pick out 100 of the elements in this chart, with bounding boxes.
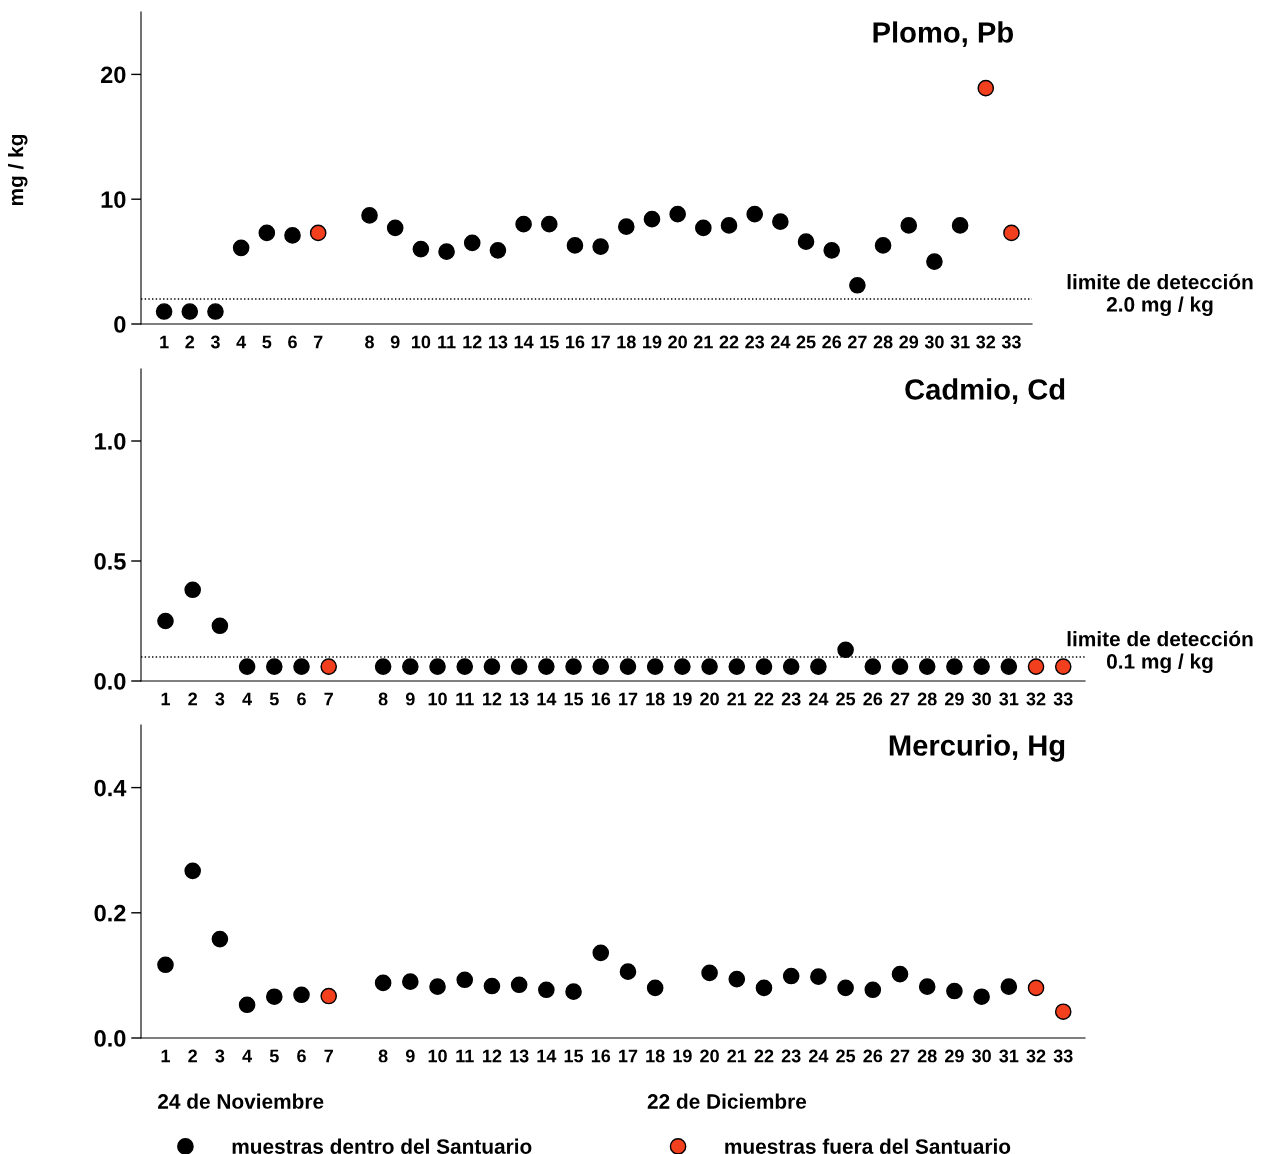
x-tick-label: 24 xyxy=(770,335,791,349)
point xyxy=(266,658,283,675)
point xyxy=(238,658,256,675)
x-tick-label: 30 xyxy=(972,1049,991,1063)
point xyxy=(746,205,763,223)
point xyxy=(946,982,963,1000)
point xyxy=(489,242,507,259)
x-tick-label: 4 xyxy=(236,335,247,349)
x-tick-label: 15 xyxy=(564,692,584,706)
x-tick-label: 17 xyxy=(619,1049,638,1063)
x-tick-label: 32 xyxy=(1026,1049,1046,1063)
point xyxy=(538,981,555,999)
x-tick-label: 27 xyxy=(847,335,867,349)
x-tick-label: 1 xyxy=(161,692,170,706)
y-tick-label: 0 xyxy=(114,316,126,333)
point xyxy=(374,658,392,675)
y-tick-label: 1.0 xyxy=(95,433,126,450)
point xyxy=(1054,1003,1072,1021)
point xyxy=(728,658,746,675)
point xyxy=(772,213,789,230)
point xyxy=(211,930,229,948)
point xyxy=(456,658,474,675)
x-tick-label: 29 xyxy=(945,1049,964,1063)
x-tick-label: 12 xyxy=(483,1049,502,1063)
x-tick-label: 26 xyxy=(863,692,883,706)
x-tick-label: 15 xyxy=(540,335,559,349)
point xyxy=(1054,658,1072,675)
point xyxy=(207,303,224,320)
x-tick-label: 24 xyxy=(808,692,829,706)
point xyxy=(184,581,201,599)
point xyxy=(782,658,800,675)
point xyxy=(891,658,909,675)
point xyxy=(309,224,327,242)
x-tick-label: 9 xyxy=(405,1049,415,1063)
x-tick-label: 14 xyxy=(537,1049,557,1063)
point xyxy=(946,658,963,675)
x-tick-label: 11 xyxy=(456,692,474,706)
x-tick-label: 5 xyxy=(269,1049,279,1063)
point xyxy=(157,612,174,630)
x-tick-label: 29 xyxy=(945,692,964,706)
point xyxy=(849,277,866,294)
x-tick-label: 23 xyxy=(781,692,801,706)
point xyxy=(918,978,936,995)
x-tick-label: 33 xyxy=(1001,335,1021,349)
point xyxy=(386,219,404,237)
x-tick-label: 9 xyxy=(390,335,400,349)
x-tick-label: 24 xyxy=(808,1049,829,1063)
x-tick-label: 32 xyxy=(1026,692,1046,706)
x-tick-label: 22 xyxy=(754,1049,774,1063)
x-tick-label: 10 xyxy=(411,335,431,349)
point xyxy=(864,658,882,675)
point xyxy=(810,968,827,985)
x-tick-label: 23 xyxy=(781,1049,801,1063)
point xyxy=(515,215,532,233)
x-tick-label: 30 xyxy=(972,692,991,706)
ref-line-label: limite de detección 0.1 mg / kg xyxy=(1067,630,1253,673)
chart-title: Cadmio, Cd xyxy=(905,378,1065,405)
x-tick-label: 18 xyxy=(646,692,665,706)
x-tick-label: 13 xyxy=(489,335,508,349)
y-tick-label: 0.5 xyxy=(94,553,126,570)
x-tick-label: 13 xyxy=(510,692,529,706)
point xyxy=(823,242,841,259)
x-tick-label: 29 xyxy=(899,335,919,349)
y-tick-label: 0.0 xyxy=(94,1030,126,1047)
x-tick-label: 4 xyxy=(242,1049,253,1063)
point xyxy=(755,658,773,675)
x-tick-label: 33 xyxy=(1053,1049,1073,1063)
point xyxy=(695,219,712,237)
x-tick-label: 3 xyxy=(215,692,225,706)
point xyxy=(701,964,718,982)
x-tick-label: 13 xyxy=(510,1049,529,1063)
point xyxy=(891,965,909,983)
point xyxy=(619,658,637,675)
x-tick-label: 31 xyxy=(950,335,970,349)
x-tick-label: 25 xyxy=(836,692,856,706)
x-tick-label: 6 xyxy=(297,692,306,706)
legend-label: muestras dentro del Santuario xyxy=(232,1138,532,1154)
point xyxy=(900,217,918,234)
point xyxy=(864,981,882,999)
x-tick-label: 7 xyxy=(313,335,323,349)
point xyxy=(565,983,582,1000)
y-tick-label: 0.0 xyxy=(94,673,126,690)
x-tick-label: 32 xyxy=(976,335,996,349)
point xyxy=(674,658,691,675)
point xyxy=(293,658,310,675)
point xyxy=(429,978,446,995)
point xyxy=(538,658,555,675)
point xyxy=(483,977,501,995)
x-tick-label: 10 xyxy=(428,692,447,706)
point xyxy=(320,658,338,675)
x-tick-label: 28 xyxy=(917,1049,937,1063)
chart-title: Plomo, Pb xyxy=(873,21,1013,48)
x-tick-label: 5 xyxy=(262,335,272,349)
point xyxy=(155,303,173,320)
point xyxy=(412,240,430,258)
x-tick-label: 8 xyxy=(378,1049,388,1063)
text: 22 de Diciembre xyxy=(647,1093,807,1109)
x-tick-label: 16 xyxy=(591,1049,611,1063)
text: 24 de Noviembre xyxy=(158,1093,324,1109)
x-tick-label: 16 xyxy=(566,335,585,349)
